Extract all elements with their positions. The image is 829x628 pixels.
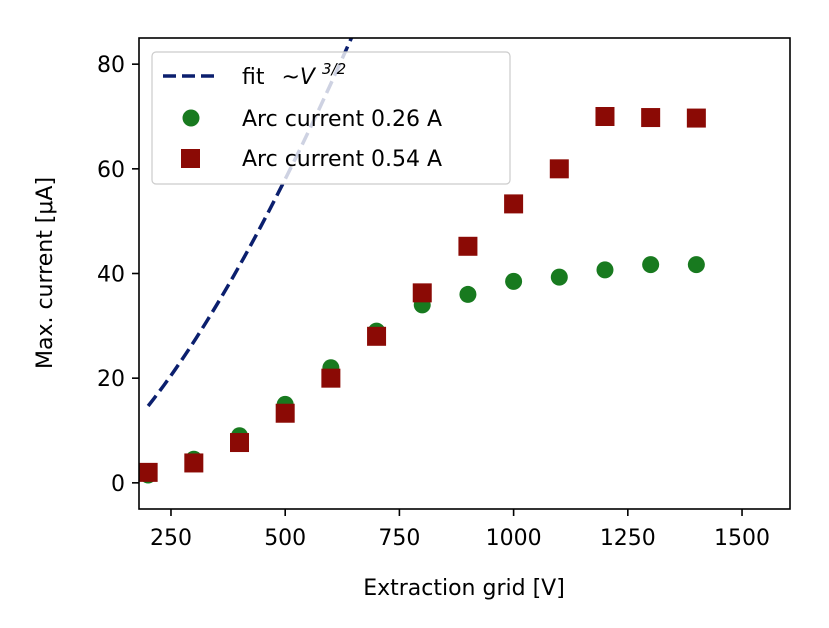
legend-fit-label: fit ~V 3/2 xyxy=(242,60,346,90)
series-1-point xyxy=(550,268,568,286)
x-tick-label: 1250 xyxy=(600,526,656,551)
x-axis-label: Extraction grid [V] xyxy=(363,576,565,601)
y-tick-label: 60 xyxy=(97,158,125,183)
y-tick-label: 80 xyxy=(97,53,125,78)
fit-line xyxy=(146,38,354,408)
legend-marker-square xyxy=(181,149,200,168)
y-tick-label: 0 xyxy=(111,472,125,497)
series-2-point xyxy=(321,368,341,388)
legend: fit ~V 3/2 Arc current 0.26 A Arc curren… xyxy=(151,51,511,185)
series-2-point xyxy=(184,453,204,473)
series-2-point xyxy=(139,462,158,482)
series-2-point xyxy=(549,159,569,179)
x-tick-label: 750 xyxy=(378,526,420,551)
series-2-point xyxy=(367,326,387,346)
x-tick-label: 250 xyxy=(150,526,192,551)
legend-box xyxy=(151,51,511,185)
legend-series-2-label: Arc current 0.54 A xyxy=(242,147,442,172)
series-1-point xyxy=(642,256,660,274)
y-axis-label: Max. current [μA] xyxy=(33,177,58,369)
x-tick-label: 1500 xyxy=(714,526,770,551)
legend-fit-name: fit xyxy=(242,65,265,90)
series-2-point xyxy=(595,107,615,126)
legend-series-1-label: Arc current 0.26 A xyxy=(242,107,442,132)
series-2-point xyxy=(504,194,524,214)
legend-fit-math: ~V xyxy=(281,65,316,90)
legend-fit-exponent: 3/2 xyxy=(322,60,346,78)
series-1-point xyxy=(505,272,523,290)
series-2-point xyxy=(686,108,706,128)
series-2-point xyxy=(412,283,432,303)
series-1-point xyxy=(459,285,477,303)
plot-frame xyxy=(138,37,791,510)
series-1-point xyxy=(687,256,705,274)
legend-marker-circle xyxy=(182,109,200,127)
x-tick-label: 500 xyxy=(264,526,306,551)
series-2-point xyxy=(230,433,250,453)
y-tick-label: 40 xyxy=(97,263,125,288)
x-tick-label: 1000 xyxy=(486,526,542,551)
series-2-point xyxy=(275,403,295,423)
axes-layer: 250 500 750 1000 1250 1500 0 20 40 60 80 xyxy=(97,53,770,551)
y-tick-label: 20 xyxy=(97,367,125,392)
series-2-point xyxy=(458,236,478,256)
data-layer xyxy=(139,38,706,484)
series-1-point xyxy=(596,261,614,279)
series-2-point xyxy=(641,108,661,128)
